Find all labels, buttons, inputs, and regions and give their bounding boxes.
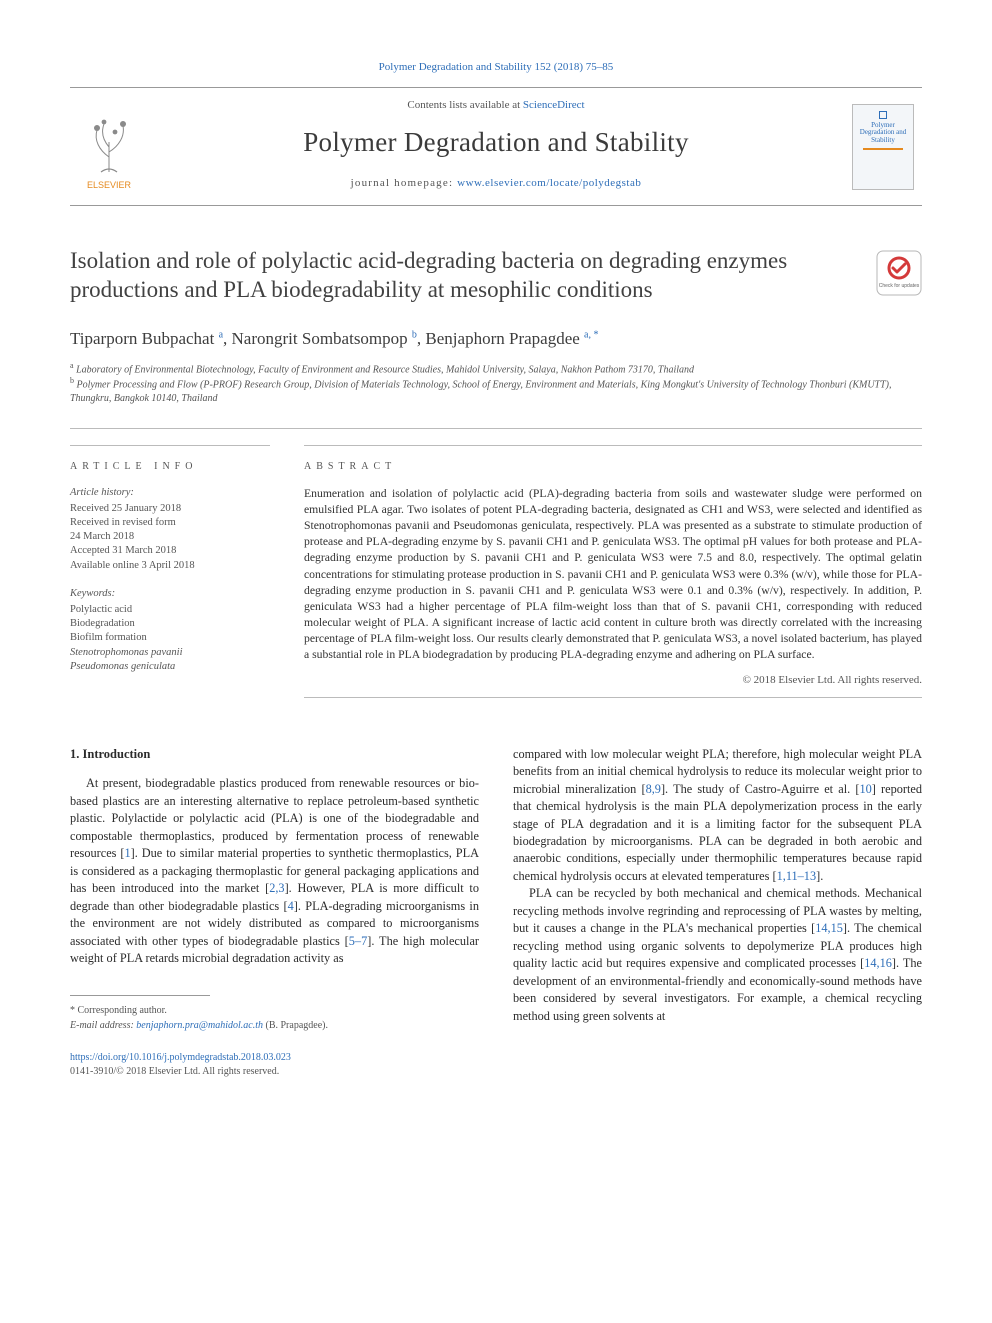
body-paragraph: compared with low molecular weight PLA; … [513, 746, 922, 886]
page-footer: https://doi.org/10.1016/j.polymdegradsta… [70, 1051, 922, 1079]
article-history-label: Article history: [70, 486, 270, 500]
history-line: Accepted 31 March 2018 [70, 544, 270, 558]
history-line: 24 March 2018 [70, 530, 270, 544]
article-title: Isolation and role of polylactic acid-de… [70, 246, 860, 305]
corresponding-rule [70, 995, 210, 1002]
article-info-heading: ARTICLE INFO [70, 460, 270, 474]
masthead: ELSEVIER Contents lists available at Sci… [70, 87, 922, 206]
keyword: Biodegradation [70, 617, 270, 631]
crossmark-badge-icon[interactable]: Check for updates [876, 250, 922, 296]
history-line: Available online 3 April 2018 [70, 559, 270, 573]
abstract-column: ABSTRACT Enumeration and isolation of po… [304, 445, 922, 698]
journal-homepage-link[interactable]: www.elsevier.com/locate/polydegstab [457, 177, 641, 189]
article-info-column: ARTICLE INFO Article history: Received 2… [70, 445, 270, 698]
body-two-column: 1. Introduction At present, biodegradabl… [70, 746, 922, 1033]
issue-citation: Polymer Degradation and Stability 152 (2… [70, 60, 922, 75]
contents-lists-line: Contents lists available at ScienceDirec… [148, 98, 844, 113]
body-paragraph: PLA can be recycled by both mechanical a… [513, 885, 922, 1025]
keyword: Pseudomonas geniculata [70, 660, 270, 674]
svg-text:Check for updates: Check for updates [879, 283, 920, 289]
abstract-copyright: © 2018 Elsevier Ltd. All rights reserved… [304, 673, 922, 688]
keyword: Biofilm formation [70, 631, 270, 645]
doi-link[interactable]: https://doi.org/10.1016/j.polymdegradsta… [70, 1052, 291, 1063]
corresponding-email-link[interactable]: benjaphorn.pra@mahidol.ac.th [136, 1020, 263, 1031]
affiliations: a Laboratory of Environmental Biotechnol… [70, 361, 922, 406]
corresponding-author-block: * Corresponding author. E-mail address: … [70, 1004, 479, 1032]
journal-homepage-line: journal homepage: www.elsevier.com/locat… [148, 176, 844, 191]
history-line: Received in revised form [70, 516, 270, 530]
sciencedirect-link[interactable]: ScienceDirect [523, 99, 585, 111]
journal-title: Polymer Degradation and Stability [148, 124, 844, 162]
svg-text:ELSEVIER: ELSEVIER [87, 180, 132, 190]
body-right-column: compared with low molecular weight PLA; … [513, 746, 922, 1033]
keyword: Stenotrophomonas pavanii [70, 646, 270, 660]
section-heading: 1. Introduction [70, 746, 479, 764]
journal-cover-thumb: Polymer Degradation and Stability [844, 88, 922, 205]
divider [70, 428, 922, 429]
keywords-label: Keywords: [70, 587, 270, 601]
body-paragraph: At present, biodegradable plastics produ… [70, 775, 479, 967]
history-line: Received 25 January 2018 [70, 502, 270, 516]
abstract-heading: ABSTRACT [304, 460, 922, 474]
issn-line: 0141-3910/© 2018 Elsevier Ltd. All right… [70, 1065, 922, 1079]
publisher-logo: ELSEVIER [70, 88, 148, 205]
keyword: Polylactic acid [70, 603, 270, 617]
author-list: Tiparporn Bubpachat a, Narongrit Sombats… [70, 327, 922, 351]
abstract-text: Enumeration and isolation of polylactic … [304, 486, 922, 664]
body-left-column: 1. Introduction At present, biodegradabl… [70, 746, 479, 1033]
